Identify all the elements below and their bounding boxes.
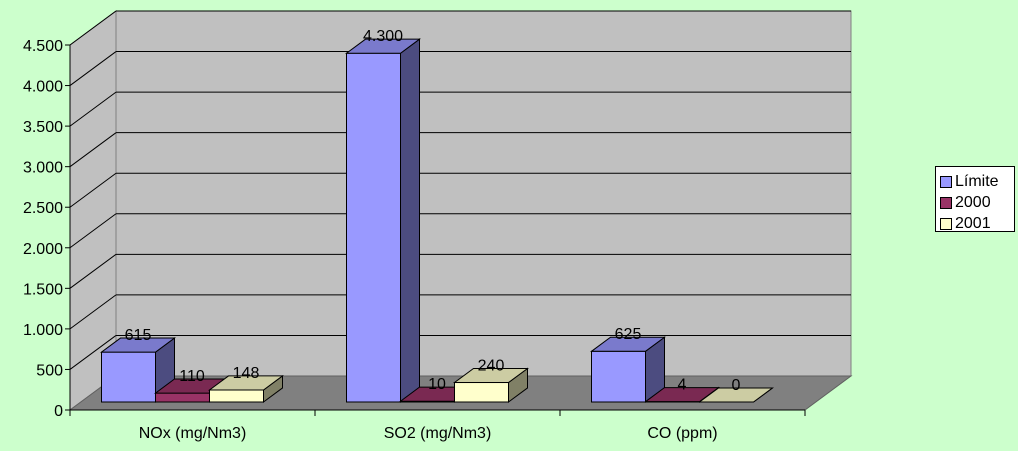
y-tick-label: 1.000 xyxy=(23,322,63,339)
bar xyxy=(102,352,156,402)
legend-label-2000: 2000 xyxy=(955,194,991,212)
legend-swatch-limite xyxy=(940,176,952,188)
legend-swatch-2000 xyxy=(940,197,952,209)
x-tick-label: CO (ppm) xyxy=(647,425,717,442)
bar xyxy=(347,53,401,402)
back-wall xyxy=(116,11,851,376)
data-label: 4 xyxy=(678,377,687,394)
legend-label-2001: 2001 xyxy=(955,215,991,233)
bar xyxy=(592,351,646,402)
legend-label-limite: Límite xyxy=(955,173,999,191)
data-label: 615 xyxy=(125,327,152,344)
legend-item-limite: Límite xyxy=(940,171,1014,192)
data-label: 625 xyxy=(615,326,642,343)
y-tick-label: 3.000 xyxy=(23,160,63,177)
data-label: 148 xyxy=(233,365,260,382)
x-tick-label: NOx (mg/Nm3) xyxy=(139,425,247,442)
y-tick-label: 4.000 xyxy=(23,79,63,96)
data-label: 0 xyxy=(732,377,741,394)
bar xyxy=(455,383,509,402)
y-tick-label: 0 xyxy=(54,403,63,420)
bar xyxy=(156,393,210,402)
data-label: 110 xyxy=(179,368,205,385)
y-tick-label: 4.500 xyxy=(23,38,63,55)
bar-side xyxy=(401,39,420,402)
y-tick-label: 500 xyxy=(36,362,63,379)
legend-item-2000: 2000 xyxy=(940,192,1014,213)
legend-swatch-2001 xyxy=(940,218,952,230)
y-tick-label: 1.500 xyxy=(23,281,63,298)
data-label: 4.300 xyxy=(363,28,403,45)
x-tick-label: SO2 (mg/Nm3) xyxy=(384,425,492,442)
legend-item-2001: 2001 xyxy=(940,213,1014,234)
y-tick-label: 2.000 xyxy=(23,241,63,258)
data-label: 10 xyxy=(428,376,446,393)
y-tick-label: 2.500 xyxy=(23,200,63,217)
legend: Límite 2000 2001 xyxy=(935,166,1015,232)
bar xyxy=(210,390,264,402)
data-label: 240 xyxy=(478,357,505,374)
y-tick-label: 3.500 xyxy=(23,119,63,136)
